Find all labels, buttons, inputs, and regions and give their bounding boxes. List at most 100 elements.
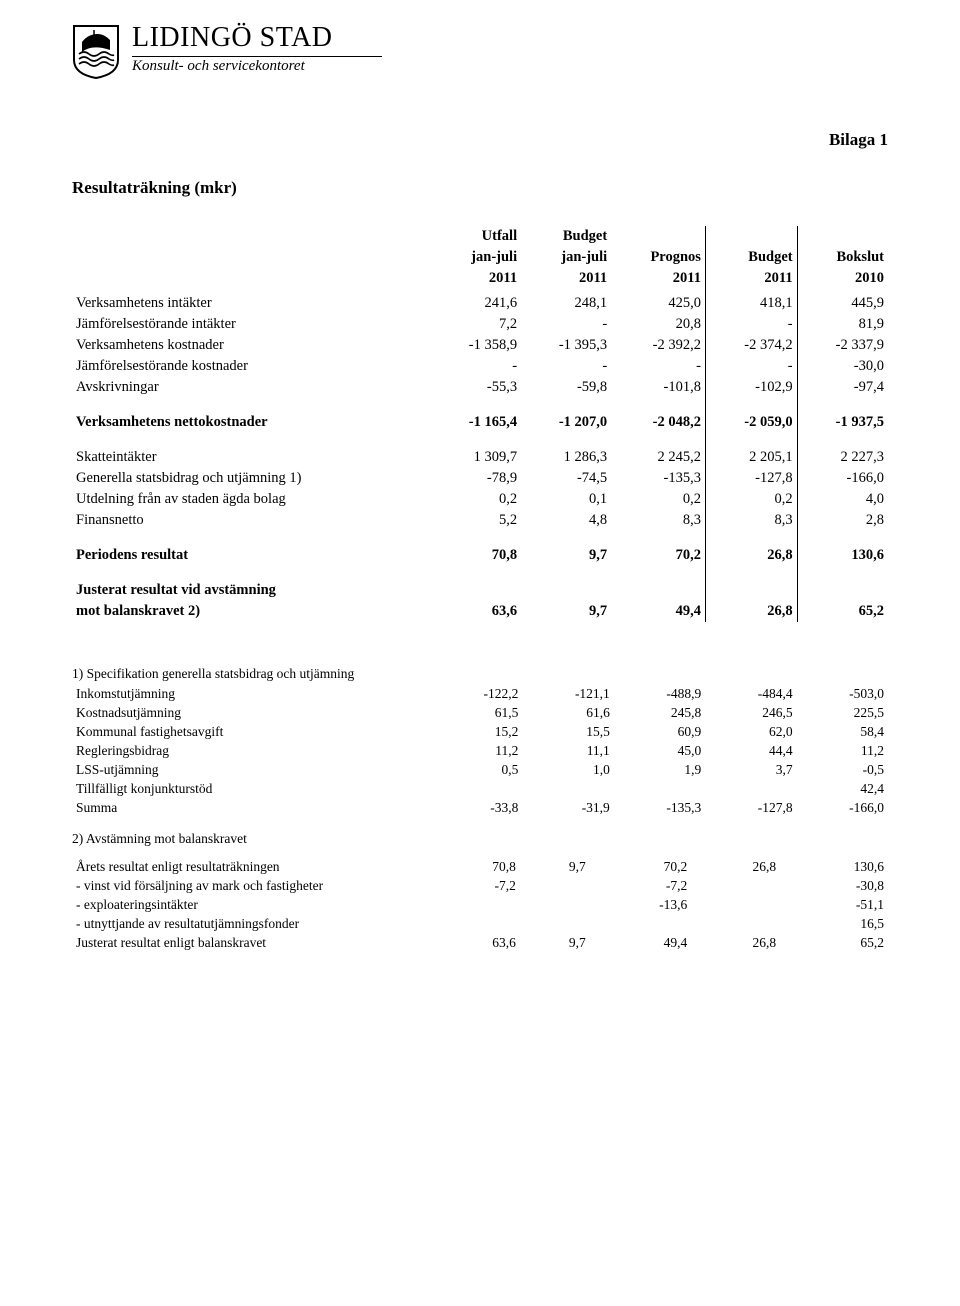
cell-value: 248,1 (521, 293, 611, 314)
cell-value: 7,2 (431, 314, 521, 335)
table-row: Periodens resultat70,89,770,226,8130,6 (72, 545, 888, 566)
cell-value: 418,1 (705, 293, 797, 314)
cell-value: 8,3 (611, 510, 705, 531)
table-row: Summa-33,8-31,9-135,3-127,8-166,0 (72, 798, 888, 817)
cell-value: 42,4 (797, 779, 888, 798)
col-header: 2011 (705, 268, 797, 289)
cell-value (611, 580, 705, 601)
table-row: Jämförelsestörande kostnader-----30,0 (72, 356, 888, 377)
cell-value (705, 779, 796, 798)
cell-value: 245,8 (614, 703, 705, 722)
table-row: Justerat resultat enligt balanskravet63,… (72, 933, 888, 952)
cell-value: -127,8 (705, 468, 797, 489)
cell-value (431, 580, 521, 601)
cell-value: -122,2 (431, 684, 522, 703)
cell-value: 26,8 (705, 601, 797, 622)
cell-value: 11,2 (431, 741, 522, 760)
cell-value: -127,8 (705, 798, 796, 817)
col-header: Budget (521, 226, 611, 247)
row-label: - exploateringsintäkter (72, 895, 431, 914)
table-row: Utdelning från av staden ägda bolag0,20,… (72, 489, 888, 510)
cell-value: -31,9 (522, 798, 613, 817)
row-label: Finansnetto (72, 510, 431, 531)
cell-value: 4,8 (521, 510, 611, 531)
table-row: Justerat resultat vid avstämning (72, 580, 888, 601)
cell-value: 3,7 (705, 760, 796, 779)
cell-value: 26,8 (705, 545, 797, 566)
table-row: Generella statsbidrag och utjämning 1)-7… (72, 468, 888, 489)
row-label: Summa (72, 798, 431, 817)
table-row: Verksamhetens intäkter241,6248,1425,0418… (72, 293, 888, 314)
row-label: Avskrivningar (72, 377, 431, 398)
cell-value: -1 395,3 (521, 335, 611, 356)
cell-value: -166,0 (797, 798, 888, 817)
footnote2-table: Årets resultat enligt resultaträkningen7… (72, 857, 888, 952)
cell-value: 2 227,3 (797, 447, 888, 468)
cell-value: 63,6 (431, 933, 520, 952)
cell-value (705, 580, 797, 601)
cell-value: -2 337,9 (797, 335, 888, 356)
col-header: Bokslut (797, 247, 888, 268)
col-header: Budget (705, 247, 797, 268)
cell-value: 130,6 (797, 545, 888, 566)
cell-value: 9,7 (521, 545, 611, 566)
cell-value: -102,9 (705, 377, 797, 398)
cell-value: - (431, 356, 521, 377)
cell-value: 2,8 (797, 510, 888, 531)
col-header: jan-juli (521, 247, 611, 268)
cell-value: 70,8 (431, 545, 521, 566)
row-label: LSS-utjämning (72, 760, 431, 779)
cell-value (521, 580, 611, 601)
table-row: Verksamhetens kostnader-1 358,9-1 395,3-… (72, 335, 888, 356)
cell-value: 11,1 (522, 741, 613, 760)
cell-value: 45,0 (614, 741, 705, 760)
cell-value: 11,2 (797, 741, 888, 760)
cell-value: 15,5 (522, 722, 613, 741)
cell-value: 445,9 (797, 293, 888, 314)
cell-value: -484,4 (705, 684, 796, 703)
cell-value: 2 205,1 (705, 447, 797, 468)
cell-value: 1 309,7 (431, 447, 521, 468)
section-title: Resultaträkning (mkr) (72, 178, 888, 198)
cell-value (431, 914, 520, 933)
cell-value: 16,5 (780, 914, 888, 933)
cell-value: -13,6 (590, 895, 692, 914)
cell-value: -7,2 (431, 876, 520, 895)
cell-value: 9,7 (521, 601, 611, 622)
cell-value (691, 876, 780, 895)
table-row: Verksamhetens nettokostnader-1 165,4-1 2… (72, 412, 888, 433)
cell-value: 225,5 (797, 703, 888, 722)
cell-value: 9,7 (520, 933, 590, 952)
cell-value: -503,0 (797, 684, 888, 703)
row-label: Inkomstutjämning (72, 684, 431, 703)
cell-value: - (521, 356, 611, 377)
cell-value: 1 286,3 (521, 447, 611, 468)
cell-value: -55,3 (431, 377, 521, 398)
row-label: Tillfälligt konjunkturstöd (72, 779, 431, 798)
cell-value: -488,9 (614, 684, 705, 703)
cell-value: 1,9 (614, 760, 705, 779)
table-row: Avskrivningar-55,3-59,8-101,8-102,9-97,4 (72, 377, 888, 398)
cell-value: 44,4 (705, 741, 796, 760)
cell-value: -1 207,0 (521, 412, 611, 433)
cell-value: 70,8 (431, 857, 520, 876)
brand-subtitle: Konsult- och servicekontoret (132, 59, 382, 74)
cell-value: 60,9 (614, 722, 705, 741)
cell-value: 20,8 (611, 314, 705, 335)
cell-value: 0,2 (611, 489, 705, 510)
col-header (797, 226, 888, 247)
cell-value (520, 876, 590, 895)
table-row: Inkomstutjämning-122,2-121,1-488,9-484,4… (72, 684, 888, 703)
cell-value: 61,5 (431, 703, 522, 722)
table-row: - vinst vid försäljning av mark och fast… (72, 876, 888, 895)
page-header: LIDINGÖ STAD Konsult- och servicekontore… (72, 24, 888, 80)
row-label: mot balanskravet 2) (72, 601, 431, 622)
cell-value: 4,0 (797, 489, 888, 510)
col-header: jan-juli (431, 247, 521, 268)
table-row: Kommunal fastighetsavgift15,215,560,962,… (72, 722, 888, 741)
cell-value: 241,6 (431, 293, 521, 314)
cell-value: -78,9 (431, 468, 521, 489)
cell-value: -97,4 (797, 377, 888, 398)
col-header: 2011 (431, 268, 521, 289)
col-header (705, 226, 797, 247)
